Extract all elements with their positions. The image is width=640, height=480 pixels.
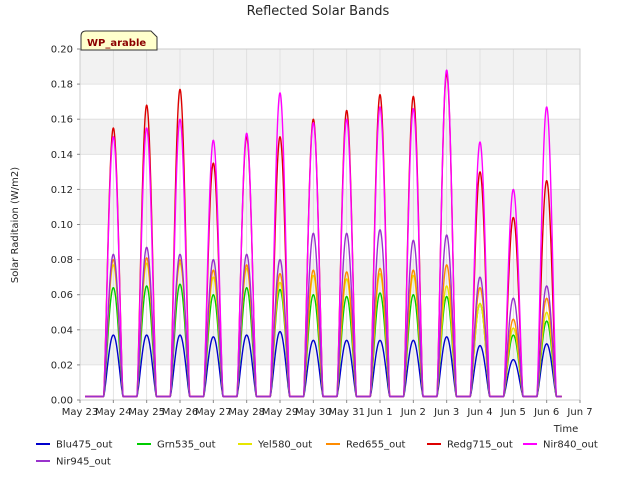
y-tick-label: 0.20 [51, 45, 73, 56]
legend-label: Red655_out [346, 440, 406, 451]
site-label-background [80, 30, 158, 51]
plot-band [80, 189, 580, 225]
plot-band [80, 49, 580, 85]
y-tick-label: 0.04 [51, 325, 73, 336]
x-tick-label: May 28 [228, 407, 265, 418]
x-tick-label: Jun 4 [466, 407, 492, 418]
plot-band [80, 259, 580, 295]
x-tick-label: Jun 7 [566, 407, 592, 418]
y-tick-label: 0.10 [51, 220, 73, 231]
y-tick-label: 0.14 [51, 150, 73, 161]
x-tick-label: Jun 3 [433, 407, 459, 418]
x-tick-label: May 23 [62, 407, 99, 418]
legend-label: Grn535_out [157, 440, 216, 451]
x-axis-label: Time [553, 424, 578, 435]
legend-label: Yel580_out [257, 440, 312, 451]
x-tick-label: May 25 [128, 407, 165, 418]
legend-label: Redg715_out [447, 440, 513, 451]
legend-label: Blu475_out [56, 440, 113, 451]
plot-band [80, 119, 580, 155]
site-label-box: WP_arable [80, 30, 158, 51]
x-tick-label: May 24 [95, 407, 132, 418]
y-tick-label: 0.08 [51, 255, 73, 266]
legend-label: Nir840_out [543, 440, 598, 451]
y-axis-ticks: 0.00 0.02 0.04 0.06 0.08 0.10 0.12 0.14 0.16 0.18… [51, 45, 80, 407]
y-tick-label: 0.18 [51, 80, 73, 91]
x-tick-label: May 26 [162, 407, 199, 418]
x-tick-label: May 30 [295, 407, 332, 418]
y-tick-label: 0.00 [51, 396, 73, 407]
y-tick-label: 0.12 [51, 185, 73, 196]
plot-band [80, 329, 580, 365]
plot-background [80, 49, 580, 365]
chart-title: Reflected Solar Bands [247, 4, 390, 19]
series-line-nir945-out [84, 229, 563, 398]
x-tick-label: Jun 5 [500, 407, 526, 418]
y-axis-label: Solar Raditaion (W/m2) [10, 167, 21, 283]
x-tick-label: May 27 [195, 407, 232, 418]
x-tick-label: Jun 2 [400, 407, 426, 418]
y-tick-label: 0.02 [51, 360, 73, 371]
legend: Blu475_out Grn535_out Yel580_out Red655_out… [36, 440, 598, 468]
x-tick-label: Jun 6 [533, 407, 559, 418]
x-tick-label: May 31 [328, 407, 365, 418]
series-lines [84, 69, 563, 398]
y-tick-label: 0.06 [51, 290, 73, 301]
x-tick-label: May 29 [262, 407, 299, 418]
x-tick-label: Jun 1 [366, 407, 392, 418]
site-label: WP_arable [87, 38, 146, 49]
y-tick-label: 0.16 [51, 115, 73, 126]
legend-label: Nir945_out [56, 457, 111, 468]
